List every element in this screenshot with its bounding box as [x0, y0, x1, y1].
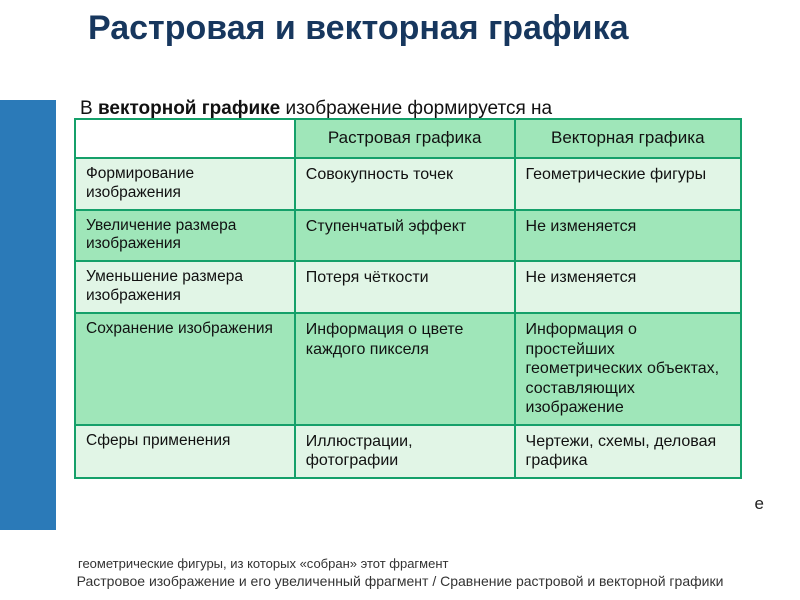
comparison-table-container: Растровая графика Векторная графика Форм…: [74, 118, 742, 479]
row-label: Сферы применения: [75, 425, 295, 478]
header-raster: Растровая графика: [295, 119, 515, 158]
table-row: Сохранение изображенияИнформация о цвете…: [75, 313, 741, 425]
cell-raster: Информация о цвете каждого пикселя: [295, 313, 515, 425]
row-label: Увеличение размера изображения: [75, 210, 295, 262]
bg-text-bold: векторной графике: [98, 98, 280, 119]
slide-title-region: Растровая и векторная графика: [0, 0, 800, 51]
table-row: Уменьшение размера изображенияПотеря чёт…: [75, 261, 741, 313]
cell-vector: Не изменяется: [515, 261, 741, 313]
cell-vector: Не изменяется: [515, 210, 741, 262]
row-label: Формирование изображения: [75, 158, 295, 210]
obscured-text-line-2: Растровое изображение и его увеличенный …: [0, 573, 800, 589]
row-label: Сохранение изображения: [75, 313, 295, 425]
slide-title: Растровая и векторная графика: [88, 10, 782, 47]
table-row: Сферы примененияИллюстрации, фотографииЧ…: [75, 425, 741, 478]
table-body: Формирование изображенияСовокупность точ…: [75, 158, 741, 478]
table-header-row: Растровая графика Векторная графика: [75, 119, 741, 158]
cell-raster: Потеря чёткости: [295, 261, 515, 313]
cell-vector: Геометрические фигуры: [515, 158, 741, 210]
cell-raster: Ступенчатый эффект: [295, 210, 515, 262]
cell-vector: Чертежи, схемы, деловая графика: [515, 425, 741, 478]
bg-text-suffix: изображение формируется на: [280, 98, 552, 119]
cell-raster: Совокупность точек: [295, 158, 515, 210]
header-empty: [75, 119, 295, 158]
header-vector: Векторная графика: [515, 119, 741, 158]
bg-text-prefix: В: [80, 98, 98, 119]
obscured-text-line-1: геометрические фигуры, из которых «собра…: [78, 556, 770, 571]
left-accent-bar: [0, 100, 56, 530]
table-row: Увеличение размера изображенияСтупенчаты…: [75, 210, 741, 262]
table-row: Формирование изображенияСовокупность точ…: [75, 158, 741, 210]
row-label: Уменьшение размера изображения: [75, 261, 295, 313]
cell-raster: Иллюстрации, фотографии: [295, 425, 515, 478]
background-paragraph: В векторной графике изображение формируе…: [80, 98, 770, 120]
comparison-table: Растровая графика Векторная графика Форм…: [74, 118, 742, 479]
cell-vector: Информация о простейших геометрических о…: [515, 313, 741, 425]
edge-character: е: [755, 494, 764, 514]
